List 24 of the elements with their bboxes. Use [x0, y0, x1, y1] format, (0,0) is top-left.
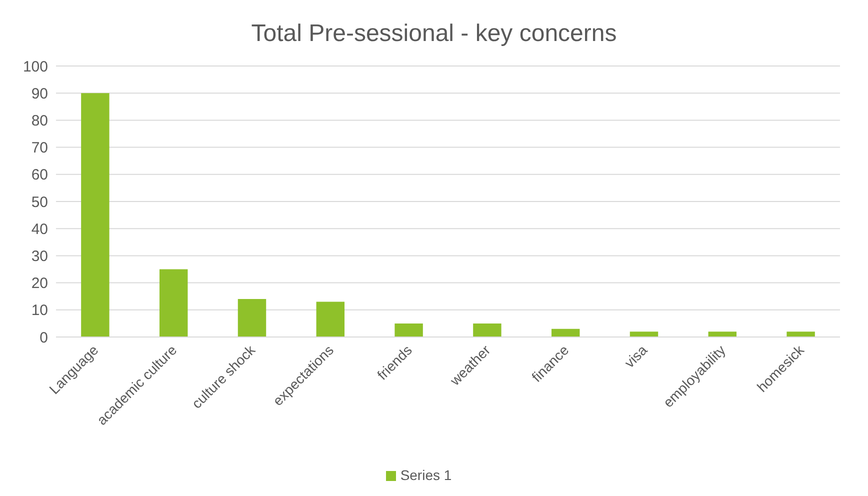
bar: [394, 323, 423, 337]
bar: [473, 323, 502, 337]
y-tick-label: 20: [31, 275, 48, 292]
bar: [81, 93, 110, 337]
y-tick-label: 10: [31, 302, 48, 320]
y-tick-label: 40: [31, 220, 48, 238]
y-tick-label: 30: [31, 248, 48, 266]
y-tick-label: 80: [31, 112, 48, 130]
bar: [630, 332, 658, 337]
y-tick-label: 60: [31, 166, 48, 184]
legend-label: Series 1: [400, 467, 452, 483]
x-tick-label: visa: [621, 342, 650, 371]
y-tick-label: 70: [31, 140, 48, 157]
bar: [786, 332, 815, 337]
bar: [316, 302, 345, 337]
y-tick-label: 90: [31, 85, 48, 102]
bar: [159, 269, 188, 337]
y-tick-label: 50: [31, 194, 48, 211]
chart-title: Total Pre-sessional - key concerns: [250, 19, 618, 49]
y-tick-label: 0: [40, 329, 48, 346]
y-tick-label: 100: [22, 58, 48, 76]
bar: [238, 299, 266, 337]
bar: [551, 328, 580, 337]
bar: [708, 332, 737, 337]
